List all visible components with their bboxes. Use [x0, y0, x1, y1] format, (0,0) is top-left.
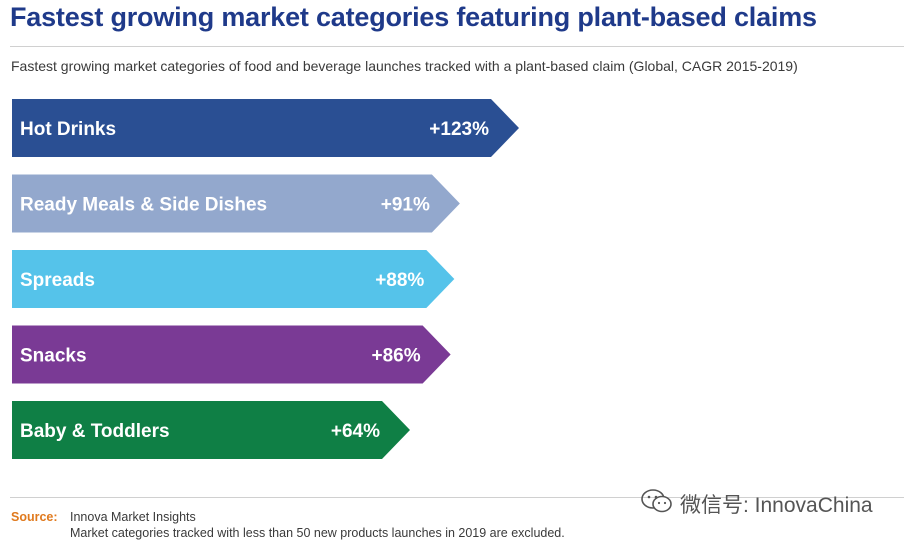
bar	[12, 174, 460, 233]
bar-value-label: +123%	[429, 119, 489, 140]
chart-title: Fastest growing market categories featur…	[10, 2, 817, 32]
bar-label: Hot Drinks	[20, 119, 116, 140]
bar-value-label: +88%	[375, 270, 424, 291]
bar-label: Ready Meals & Side Dishes	[20, 195, 267, 216]
source-label: Source:	[11, 510, 58, 524]
bar-label: Spreads	[20, 270, 95, 291]
chart-subtitle: Fastest growing market categories of foo…	[11, 58, 798, 74]
source-note: Market categories tracked with less than…	[70, 526, 565, 540]
bar-value-label: +91%	[381, 195, 430, 216]
bar-value-label: +86%	[372, 346, 421, 367]
bar	[12, 99, 519, 157]
bar	[12, 250, 455, 308]
bar-label: Snacks	[20, 346, 87, 367]
title-divider	[10, 46, 904, 47]
watermark: 微信号: InnovaChina	[640, 488, 873, 520]
source-text: Innova Market Insights	[70, 510, 196, 524]
watermark-text: 微信号: InnovaChina	[680, 494, 873, 517]
bar-label: Baby & Toddlers	[20, 421, 170, 442]
wechat-icon	[640, 488, 674, 520]
footer-divider	[10, 497, 904, 498]
bar-value-label: +64%	[331, 421, 380, 442]
bar	[12, 325, 451, 384]
bar	[12, 401, 410, 459]
